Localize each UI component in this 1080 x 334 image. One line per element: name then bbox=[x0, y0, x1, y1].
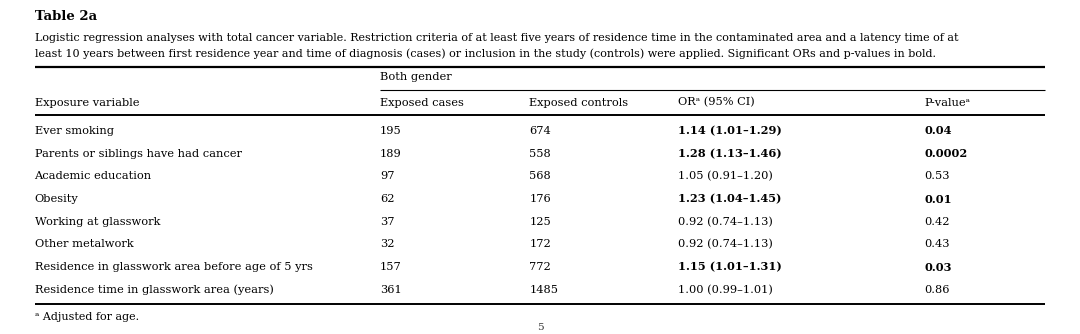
Text: 176: 176 bbox=[529, 194, 551, 204]
Text: 1.14 (1.01–1.29): 1.14 (1.01–1.29) bbox=[678, 126, 782, 136]
Text: least 10 years between first residence year and time of diagnosis (cases) or inc: least 10 years between first residence y… bbox=[35, 49, 935, 59]
Text: 157: 157 bbox=[380, 262, 402, 272]
Text: 1.15 (1.01–1.31): 1.15 (1.01–1.31) bbox=[678, 262, 782, 273]
Text: Working at glasswork: Working at glasswork bbox=[35, 217, 160, 227]
Text: 558: 558 bbox=[529, 149, 551, 159]
Text: 5: 5 bbox=[537, 324, 543, 332]
Text: 1.23 (1.04–1.45): 1.23 (1.04–1.45) bbox=[678, 194, 782, 204]
Text: 0.0002: 0.0002 bbox=[924, 148, 968, 159]
Text: 674: 674 bbox=[529, 126, 551, 136]
Text: Both gender: Both gender bbox=[380, 72, 451, 82]
Text: 125: 125 bbox=[529, 217, 551, 227]
Text: Table 2a: Table 2a bbox=[35, 10, 97, 23]
Text: ᵃ Adjusted for age.: ᵃ Adjusted for age. bbox=[35, 312, 138, 322]
Text: Obesity: Obesity bbox=[35, 194, 79, 204]
Text: Exposure variable: Exposure variable bbox=[35, 98, 139, 108]
Text: 1.05 (0.91–1.20): 1.05 (0.91–1.20) bbox=[678, 171, 773, 181]
Text: 361: 361 bbox=[380, 285, 402, 295]
Text: 0.86: 0.86 bbox=[924, 285, 950, 295]
Text: 97: 97 bbox=[380, 171, 394, 181]
Text: 172: 172 bbox=[529, 239, 551, 249]
Text: 0.04: 0.04 bbox=[924, 126, 951, 136]
Text: 1.00 (0.99–1.01): 1.00 (0.99–1.01) bbox=[678, 285, 773, 295]
Text: ORᵃ (95% CI): ORᵃ (95% CI) bbox=[678, 98, 755, 108]
Text: Residence time in glasswork area (years): Residence time in glasswork area (years) bbox=[35, 285, 273, 295]
Text: Exposed cases: Exposed cases bbox=[380, 98, 464, 108]
Text: Logistic regression analyses with total cancer variable. Restriction criteria of: Logistic regression analyses with total … bbox=[35, 33, 958, 43]
Text: Other metalwork: Other metalwork bbox=[35, 239, 133, 249]
Text: Residence in glasswork area before age of 5 yrs: Residence in glasswork area before age o… bbox=[35, 262, 312, 272]
Text: 195: 195 bbox=[380, 126, 402, 136]
Text: 32: 32 bbox=[380, 239, 394, 249]
Text: 0.03: 0.03 bbox=[924, 262, 951, 273]
Text: 568: 568 bbox=[529, 171, 551, 181]
Text: 1.28 (1.13–1.46): 1.28 (1.13–1.46) bbox=[678, 148, 782, 159]
Text: 0.92 (0.74–1.13): 0.92 (0.74–1.13) bbox=[678, 239, 773, 249]
Text: 0.53: 0.53 bbox=[924, 171, 950, 181]
Text: Academic education: Academic education bbox=[35, 171, 151, 181]
Text: Parents or siblings have had cancer: Parents or siblings have had cancer bbox=[35, 149, 242, 159]
Text: P-valueᵃ: P-valueᵃ bbox=[924, 98, 971, 108]
Text: 0.43: 0.43 bbox=[924, 239, 950, 249]
Text: 1485: 1485 bbox=[529, 285, 558, 295]
Text: Exposed controls: Exposed controls bbox=[529, 98, 629, 108]
Text: 772: 772 bbox=[529, 262, 551, 272]
Text: 62: 62 bbox=[380, 194, 394, 204]
Text: Ever smoking: Ever smoking bbox=[35, 126, 113, 136]
Text: 189: 189 bbox=[380, 149, 402, 159]
Text: 0.01: 0.01 bbox=[924, 194, 953, 204]
Text: 0.92 (0.74–1.13): 0.92 (0.74–1.13) bbox=[678, 217, 773, 227]
Text: 0.42: 0.42 bbox=[924, 217, 950, 227]
Text: 37: 37 bbox=[380, 217, 394, 227]
